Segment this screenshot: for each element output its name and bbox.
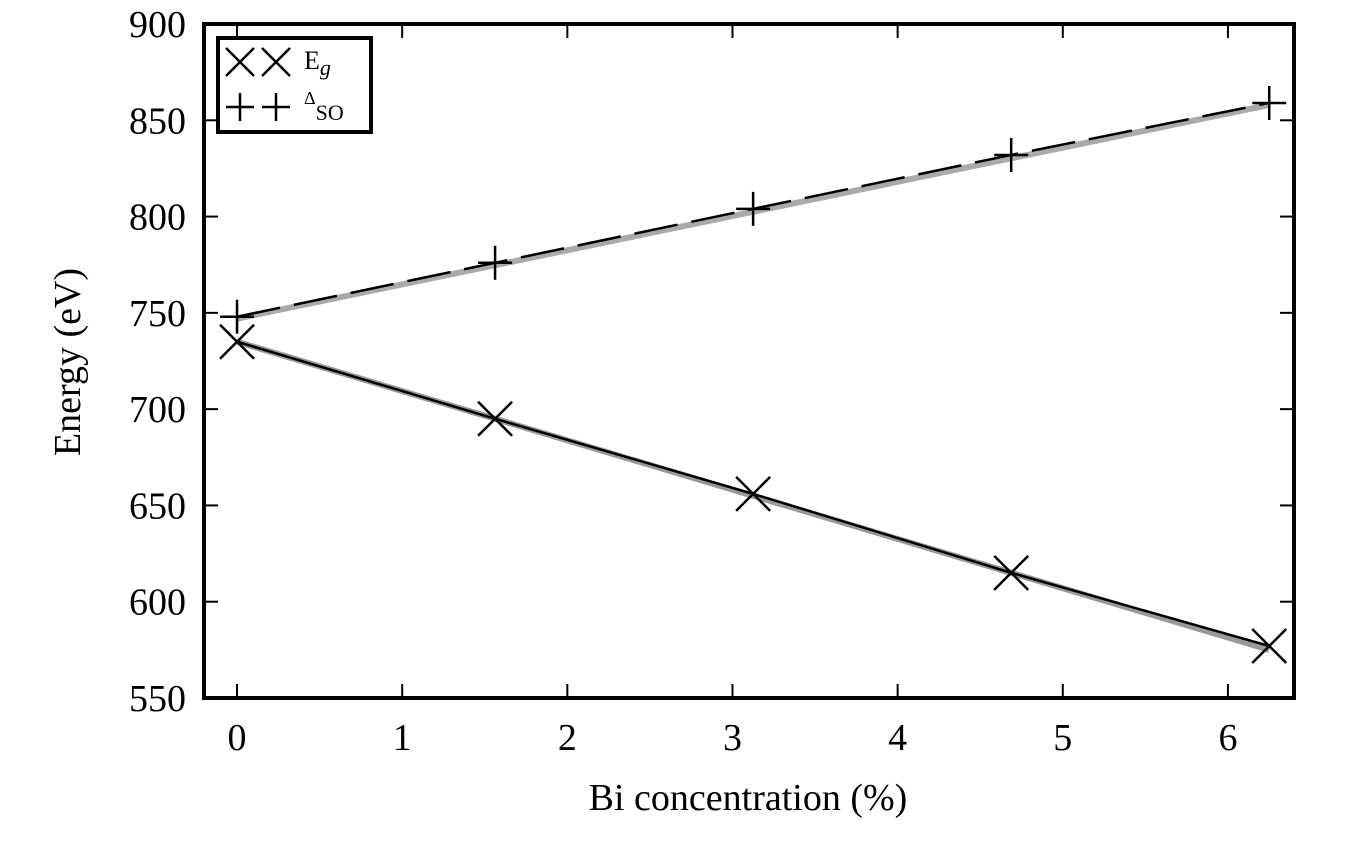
legend-item-eg xyxy=(225,47,291,77)
data-point-1-2 xyxy=(736,191,771,226)
x-tick-label: 0 xyxy=(228,717,247,759)
x-tick-label: 1 xyxy=(393,717,412,759)
legend-label-dso-sub: SO xyxy=(316,100,344,125)
y-tick-label: 550 xyxy=(129,678,186,720)
x-tick-label: 6 xyxy=(1218,717,1237,759)
x-tick-label: 5 xyxy=(1053,717,1072,759)
legend-marker-dso xyxy=(226,93,254,121)
legend-marker-eg xyxy=(225,47,255,77)
legend-marker-eg-2 xyxy=(261,47,291,77)
y-axis-label: Energy (eV) xyxy=(47,268,89,456)
y-tick-label: 850 xyxy=(129,100,186,142)
x-axis-label: Bi concentration (%) xyxy=(589,777,908,819)
data-point-0-2 xyxy=(735,475,772,512)
x-tick-label: 2 xyxy=(558,717,577,759)
data-point-0-4 xyxy=(1251,628,1288,664)
series-lines xyxy=(236,101,1270,648)
legend: Eg ΔSO xyxy=(216,36,373,134)
data-point-0-3 xyxy=(993,554,1030,591)
data-point-1-4 xyxy=(1252,85,1287,120)
x-tick-label: 4 xyxy=(888,717,907,759)
legend-box xyxy=(216,36,373,134)
legend-label-dso-main: Δ xyxy=(304,88,316,108)
y-tick-label: 650 xyxy=(129,485,186,527)
legend-item-dso xyxy=(226,93,290,121)
legend-label-eg-main: E xyxy=(304,46,320,75)
axes xyxy=(202,22,1296,700)
y-tick-label: 900 xyxy=(129,4,186,46)
data-point-0-1 xyxy=(477,400,513,437)
data-markers xyxy=(219,85,1288,664)
legend-label-dso: ΔSO xyxy=(304,88,344,125)
x-tick-label: 3 xyxy=(723,717,742,759)
data-point-1-0 xyxy=(220,299,255,334)
data-point-1-3 xyxy=(994,137,1029,172)
y-tick-label: 600 xyxy=(129,582,186,624)
legend-label-eg-sub: g xyxy=(320,55,331,80)
ticks: 0 1 2 3 4 5 6 550 600 650 700 750 800 850 900 xyxy=(129,4,1294,759)
y-tick-label: 800 xyxy=(129,197,186,239)
legend-marker-dso-2 xyxy=(262,93,290,121)
data-point-1-1 xyxy=(478,245,513,280)
y-tick-label: 700 xyxy=(129,389,186,431)
plot-frame xyxy=(202,22,1296,700)
legend-label-eg: Eg xyxy=(304,46,331,80)
y-tick-label: 750 xyxy=(129,293,186,335)
data-point-0-0 xyxy=(219,323,255,360)
fit-lines xyxy=(236,101,1271,653)
